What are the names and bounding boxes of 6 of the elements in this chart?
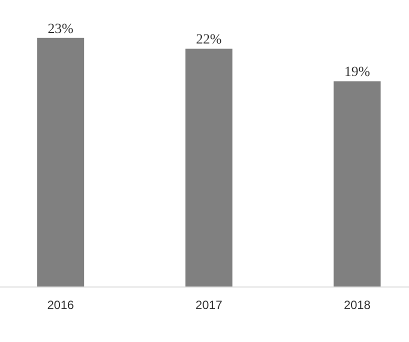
x-tick-label: 2018 [344,298,371,312]
data-label: 22% [196,32,222,48]
x-tick-label: 2016 [47,298,74,312]
data-label: 23% [48,22,74,37]
data-label: 19% [344,65,370,80]
x-tick-label: 2017 [196,298,223,312]
